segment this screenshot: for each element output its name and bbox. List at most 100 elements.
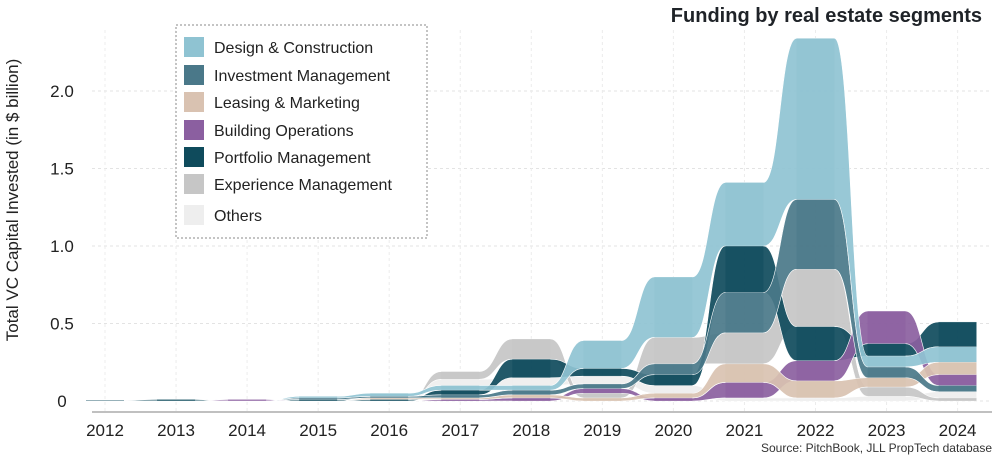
legend-swatch	[184, 65, 204, 85]
data-segment	[796, 397, 835, 401]
data-segment	[938, 362, 977, 375]
data-segment	[867, 343, 906, 357]
y-axis-label: Total VC Capital Invested (in $ billion)	[3, 59, 22, 342]
legend-swatch	[184, 120, 204, 140]
chart-title: Funding by real estate segments	[671, 5, 982, 27]
legend-label: Building Operations	[214, 123, 354, 140]
highlight-layer	[86, 38, 977, 401]
legend-box	[175, 24, 428, 239]
legend-label: Portfolio Management	[214, 150, 371, 167]
legend-swatch	[184, 205, 204, 225]
data-segment	[938, 321, 977, 347]
legend-item: Leasing & Marketing	[184, 92, 360, 112]
legend-item: Experience Management	[184, 174, 392, 194]
data-segment	[796, 360, 835, 381]
x-tick-label: 2015	[299, 421, 337, 440]
legend-swatch	[184, 147, 204, 167]
data-segment	[512, 339, 551, 360]
y-tick-label: 1.5	[50, 160, 74, 179]
data-segment	[654, 385, 693, 394]
data-segment	[938, 374, 977, 386]
data-segment	[583, 393, 622, 398]
data-segment	[938, 397, 977, 401]
data-segment	[796, 269, 835, 327]
data-segment	[867, 377, 906, 388]
x-tick-label: 2012	[86, 421, 124, 440]
data-segment	[441, 371, 480, 380]
data-segment	[583, 383, 622, 389]
data-segment	[370, 396, 409, 398]
data-segment	[441, 390, 480, 395]
data-segment	[725, 182, 764, 246]
y-tick-labels: 0 0.5 1.0 1.5 2.0	[50, 82, 74, 411]
data-segment	[583, 340, 622, 369]
x-tick-label: 2017	[441, 421, 479, 440]
data-segment	[938, 391, 977, 398]
data-segment	[299, 397, 338, 400]
x-tick-label: 2022	[797, 421, 835, 440]
data-segment	[654, 277, 693, 338]
legend-label: Others	[214, 208, 262, 225]
data-segment	[867, 311, 906, 344]
data-segment	[583, 388, 622, 394]
data-segment	[796, 199, 835, 270]
legend-item: Building Operations	[184, 120, 354, 140]
data-segment	[867, 366, 906, 378]
legend-item: Design & Construction	[184, 37, 373, 57]
data-segment	[441, 394, 480, 398]
data-segment	[157, 399, 196, 401]
data-segment	[370, 397, 409, 400]
data-segment	[299, 396, 338, 398]
data-segment	[938, 385, 977, 392]
data-segment	[867, 396, 906, 401]
y-tick-label: 1.0	[50, 237, 74, 256]
x-tick-label: 2019	[583, 421, 621, 440]
data-segment	[299, 399, 338, 401]
y-tick-label: 0	[57, 392, 66, 411]
legend-item: Others	[184, 205, 262, 225]
source-note: Source: PitchBook, JLL PropTech database	[761, 441, 992, 455]
data-segment	[725, 332, 764, 364]
data-segment	[228, 399, 267, 401]
x-tick-label: 2024	[939, 421, 977, 440]
x-tick-label: 2023	[868, 421, 906, 440]
data-segment	[654, 363, 693, 375]
legend-swatch	[184, 174, 204, 194]
x-tick-label: 2021	[726, 421, 764, 440]
data-segment	[583, 368, 622, 377]
data-segment	[512, 385, 551, 391]
data-segment	[796, 380, 835, 398]
legend-items: Design & Construction Investment Manageme…	[184, 37, 392, 225]
data-segment	[512, 359, 551, 378]
data-segment	[654, 337, 693, 364]
data-segment	[654, 374, 693, 386]
data-segment	[441, 397, 480, 400]
data-segment	[725, 246, 764, 293]
x-tick-label: 2018	[512, 421, 550, 440]
data-segment	[796, 38, 835, 200]
data-segment	[796, 326, 835, 361]
data-segment	[370, 393, 409, 397]
series-investment-management-area	[86, 199, 977, 402]
x-tick-label: 2020	[654, 421, 692, 440]
data-segment	[725, 292, 764, 333]
data-segment	[441, 379, 480, 386]
data-segment	[583, 376, 622, 384]
data-segment	[512, 390, 551, 395]
legend-swatch	[184, 37, 204, 57]
legend-label: Leasing & Marketing	[214, 95, 360, 112]
data-segment	[938, 346, 977, 363]
legend-label: Experience Management	[214, 177, 392, 194]
data-segment	[725, 382, 764, 398]
data-segment	[867, 356, 906, 367]
x-tick-label: 2014	[228, 421, 266, 440]
y-tick-label: 0.5	[50, 315, 74, 334]
legend-swatch	[184, 92, 204, 112]
data-segment	[441, 385, 480, 391]
legend: Design & Construction Investment Manageme…	[175, 24, 428, 239]
data-segment	[512, 377, 551, 386]
data-segment	[725, 397, 764, 401]
legend-item: Investment Management	[184, 65, 391, 85]
